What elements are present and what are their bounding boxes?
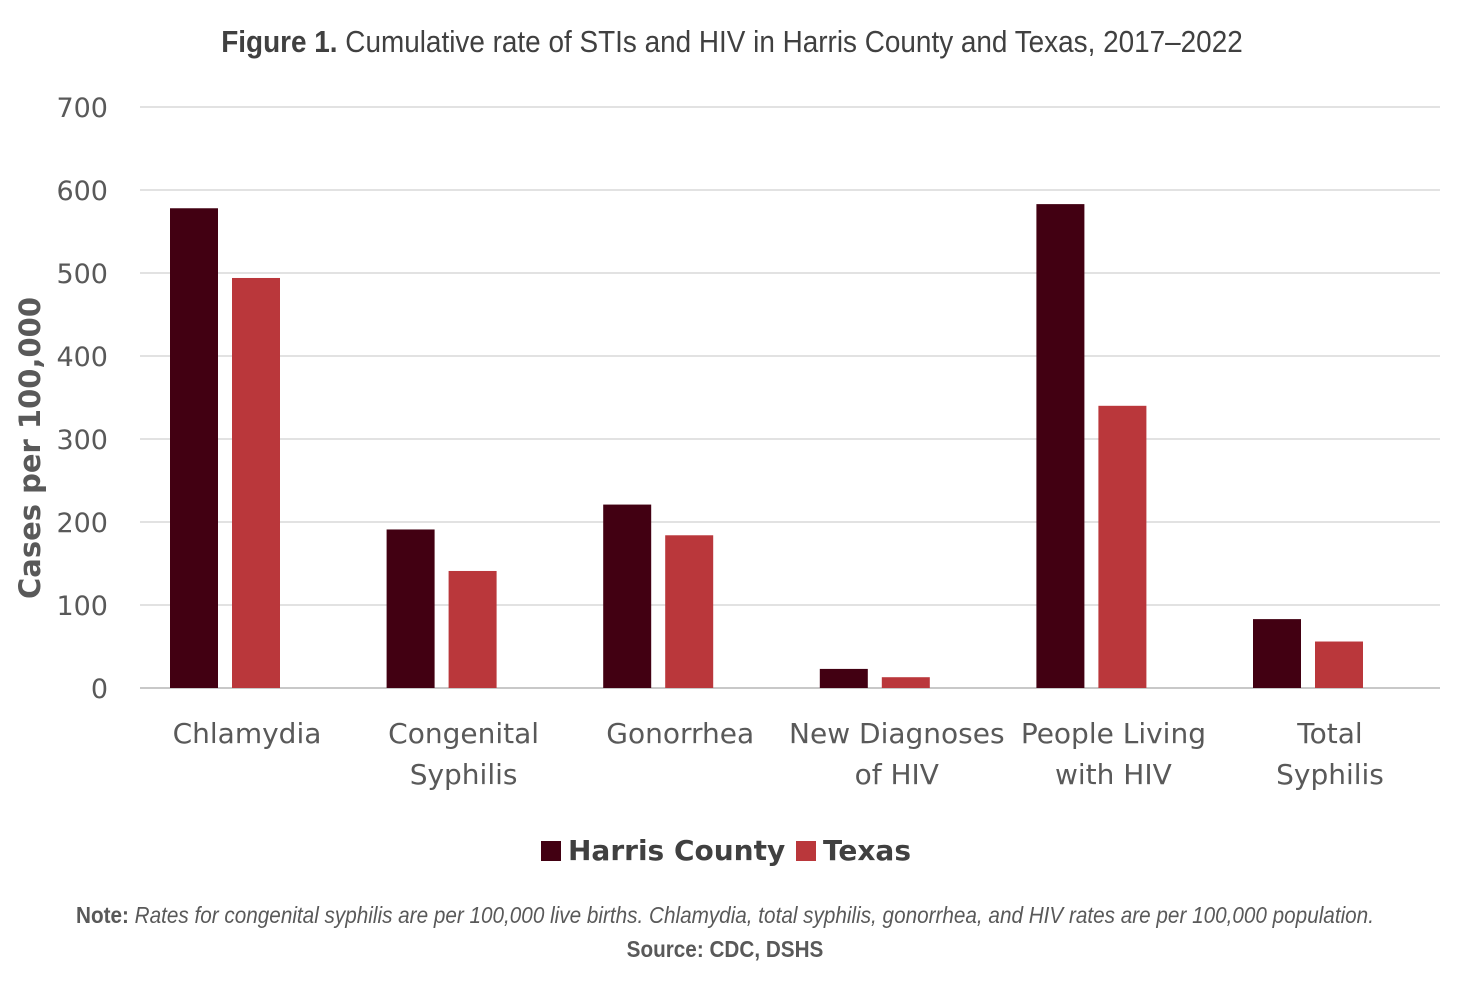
legend-swatch [541,841,561,861]
x-tick-label: Syphilis [1276,758,1384,791]
x-tick-label: Congenital [388,717,539,750]
bar-harris-county [1036,204,1085,689]
bar-texas [881,677,930,688]
bar-harris-county [386,529,435,688]
figure-label: Figure 1. [221,24,338,59]
y-tick-label: 300 [56,425,108,456]
x-tick-label: Chlamydia [173,717,322,750]
bar-chart: 0 100 200 300 400 500 600 700 Cases per 100,000 C… [13,93,1440,867]
bar-texas [448,570,497,688]
legend-label: Harris County [568,834,785,867]
y-tick-label: 600 [56,176,108,207]
y-tick-label: 500 [56,259,108,290]
note-label: Note: [76,902,129,928]
source-line: Source: CDC, DSHS [626,936,824,962]
bar-harris-county [603,504,652,688]
bar-texas [1098,405,1147,688]
bar-texas [665,535,714,688]
bar-harris-county [170,208,218,688]
x-tick-label: Syphilis [410,758,518,791]
y-tick-label: 400 [56,342,108,373]
x-tick-label: Total [1296,717,1362,750]
y-axis-label: Cases per 100,000 [13,297,47,599]
y-tick-label: 100 [56,591,108,622]
title-text: Cumulative rate of STIs and HIV in Harri… [345,24,1243,59]
x-tick-label: with HIV [1055,758,1172,791]
bar-texas [1315,641,1363,688]
legend-swatch [796,841,816,861]
chart-title: Figure 1. Cumulative rate of STIs and HI… [73,24,1391,60]
y-tick-label: 0 [91,674,108,705]
x-tick-label: New Diagnoses [789,717,1005,750]
x-tick-label: People Living [1021,717,1206,750]
bar-texas [232,277,280,688]
x-tick-label: Gonorrhea [606,717,754,750]
bar-harris-county [819,668,868,688]
y-tick-label: 700 [56,93,108,124]
footnote: Note: Rates for congenital syphilis are … [73,902,1378,929]
note-text: Rates for congenital syphilis are per 10… [134,902,1374,928]
y-tick-label: 200 [56,508,108,539]
legend-label: Texas [823,834,911,867]
x-tick-label: of HIV [855,758,939,791]
bar-harris-county [1253,619,1301,688]
